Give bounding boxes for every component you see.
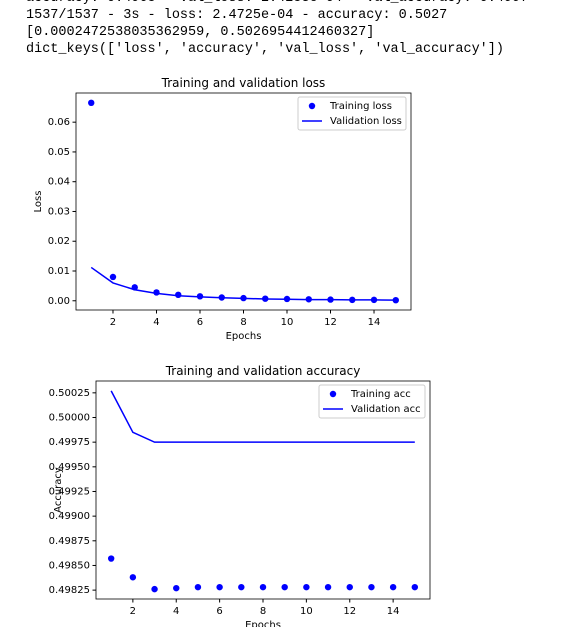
series-point [173, 584, 180, 592]
x-tick-label: 12 [343, 606, 356, 617]
x-tick-label: 6 [197, 317, 203, 328]
y-axis-label: Loss [33, 191, 44, 213]
y-tick-label: 0.49875 [49, 536, 90, 547]
y-tick-label: 0.03 [48, 206, 70, 217]
series-point [88, 99, 95, 107]
legend-label: Training loss [329, 101, 392, 112]
y-tick-label: 0.49975 [49, 437, 90, 448]
x-tick-label: 8 [240, 317, 246, 328]
series-point [389, 583, 397, 591]
y-tick-label: 0.02 [48, 236, 70, 247]
plot-frame [95, 380, 431, 600]
y-tick-label: 0.49850 [49, 560, 90, 571]
y-axis-label: Accuracy [53, 467, 64, 513]
series-point [151, 585, 158, 593]
output-line: dict_keys(['loss', 'accuracy', 'val_loss… [26, 42, 504, 57]
series-point [411, 583, 419, 591]
output-line: accuracy: 0.4965 - val_loss: 2.4253e-04 … [26, 0, 528, 6]
x-tick-label: 2 [110, 317, 116, 328]
series-point [303, 583, 310, 591]
y-tick-label: 0.05 [48, 147, 70, 158]
series-line [90, 266, 396, 301]
series-point [109, 273, 117, 281]
y-tick-label: 0.49925 [49, 486, 90, 497]
series-point [107, 555, 115, 562]
x-tick-label: 10 [281, 317, 294, 328]
x-tick-label: 8 [260, 606, 266, 617]
series-point [324, 583, 332, 591]
y-tick-label: 0.49950 [49, 462, 90, 473]
legend-label: Validation acc [351, 404, 421, 415]
x-tick-label: 14 [368, 317, 381, 328]
legend: Training loss Validation loss [297, 96, 407, 131]
legend-swatch [308, 102, 316, 110]
legend: Training acc Validation acc [318, 384, 426, 419]
series-point [368, 583, 375, 591]
chart-title: Training and validation loss [161, 76, 326, 90]
legend-frame [297, 96, 407, 131]
y-tick-label: 0.00 [48, 296, 70, 307]
x-tick-label: 6 [216, 606, 222, 617]
series-point [238, 583, 245, 591]
y-tick-label: 0.04 [48, 177, 70, 188]
series-point [194, 583, 202, 591]
y-tick-label: 0.49900 [49, 511, 90, 522]
x-axis-label: Epochs [226, 331, 262, 342]
series-point [281, 583, 288, 591]
x-tick-label: 12 [324, 317, 337, 328]
legend-label: Training acc [350, 389, 411, 400]
legend-swatch [329, 390, 337, 398]
legend-label: Validation loss [330, 116, 402, 127]
y-tick-label: 0.06 [48, 117, 70, 128]
series-point [259, 583, 267, 591]
x-tick-label: 14 [387, 606, 400, 617]
x-axis-label: Epochs [245, 620, 281, 627]
y-tick-label: 0.01 [48, 266, 70, 277]
x-tick-label: 4 [173, 606, 179, 617]
legend-frame [318, 384, 426, 419]
output-line: 1537/1537 - 3s - loss: 2.4725e-04 - accu… [26, 8, 447, 23]
y-tick-label: 0.49825 [49, 585, 90, 596]
chart-title: Training and validation accuracy [165, 364, 361, 378]
series-point [129, 574, 137, 581]
series-point [346, 583, 353, 591]
x-tick-label: 10 [300, 606, 313, 617]
plot-frame [75, 92, 412, 311]
output-line: [0.0002472538035362959, 0.50269544124603… [26, 25, 374, 40]
y-tick-label: 0.50000 [49, 412, 90, 423]
x-tick-label: 2 [130, 606, 136, 617]
x-tick-label: 4 [153, 317, 159, 328]
y-tick-label: 0.50025 [49, 388, 90, 399]
series-point [216, 583, 223, 591]
series-line [110, 390, 415, 443]
